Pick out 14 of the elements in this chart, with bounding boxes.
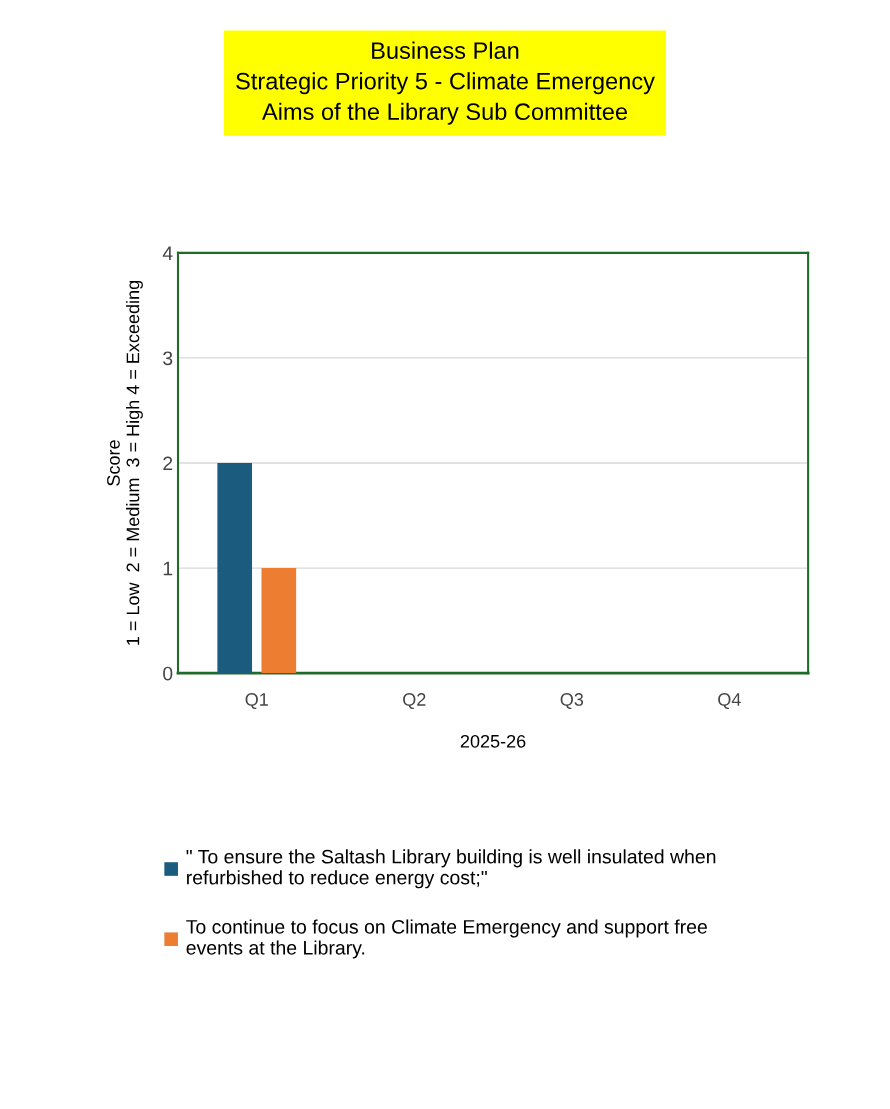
legend-label: To continue to focus on Climate Emergency and support free events at the Library.: [186, 919, 707, 959]
x-tick-label: Q3: [560, 693, 584, 710]
y-axis-title: Score 1 = Low 2 = Medium 3 = High 4 = Exceeding: [107, 280, 143, 645]
y-tick-label: 0: [163, 666, 173, 681]
x-axis-title: 2025-26: [460, 734, 526, 748]
y-tick-label: 2: [163, 456, 173, 471]
x-tick-label: Q1: [245, 693, 268, 710]
y-tick-label: 1: [163, 561, 173, 576]
legend-label: " To ensure the Saltash Library building is well insulated when refurbished to reduce energy cost;": [186, 849, 716, 889]
chart-title: Business Plan Strategic Priority 5 - Climate Emergency Aims of the Library Sub Committee: [236, 41, 655, 125]
x-tick-label: Q4: [718, 693, 741, 710]
y-tick-label: 4: [162, 246, 173, 260]
x-tick-label: Q2: [403, 693, 426, 710]
y-tick-label: 3: [163, 351, 173, 366]
